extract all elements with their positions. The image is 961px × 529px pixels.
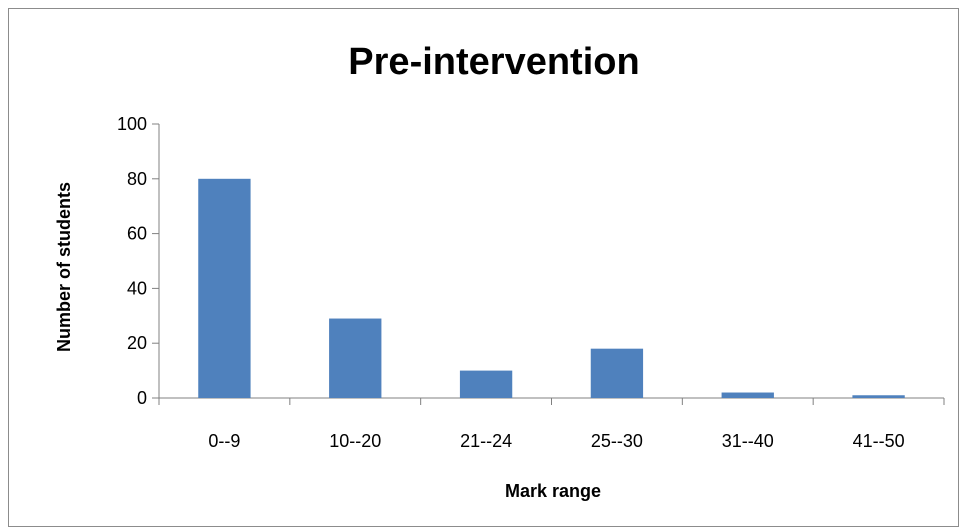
x-tick-label: 41--50 — [853, 431, 905, 451]
bar-0--9 — [198, 178, 251, 398]
y-tick-label: 80 — [127, 169, 147, 189]
bar-10--20 — [329, 318, 382, 398]
bar-25--30 — [590, 348, 644, 398]
x-axis-title: Mark range — [505, 481, 601, 501]
chart-frame: Pre-intervention Number of students Mark… — [8, 8, 959, 527]
bar-series — [198, 178, 905, 398]
x-axis: 0--9 10--20 21--24 25--30 31--40 41--50 — [158, 397, 945, 451]
x-tick-label: 21--24 — [460, 431, 512, 451]
y-tick-label: 20 — [127, 333, 147, 353]
x-tick-label: 10--20 — [329, 431, 381, 451]
y-tick-label: 0 — [137, 388, 147, 408]
bar-41--50 — [852, 395, 905, 398]
y-axis-title: Number of students — [54, 182, 74, 352]
y-axis: 0 20 40 60 80 100 — [117, 114, 160, 408]
y-tick-label: 40 — [127, 278, 147, 298]
y-tick-label: 100 — [117, 114, 147, 134]
bar-21--24 — [459, 370, 513, 398]
x-tick-label: 0--9 — [208, 431, 240, 451]
y-tick-label: 60 — [127, 224, 147, 244]
chart-title: Pre-intervention — [348, 41, 639, 83]
bar-31--40 — [721, 392, 774, 398]
x-tick-label: 25--30 — [591, 431, 643, 451]
bar-chart: Pre-intervention Number of students Mark… — [54, 41, 945, 501]
x-tick-label: 31--40 — [722, 431, 774, 451]
